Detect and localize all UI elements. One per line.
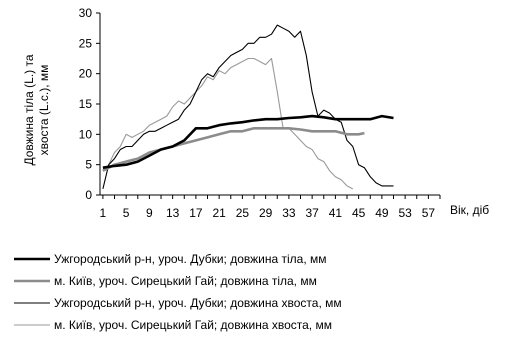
- x-tick-label: 17: [189, 206, 203, 220]
- legend-swatch: [14, 302, 50, 304]
- legend-item: м. Київ, уроч. Сирецький Гай; довжина ті…: [14, 270, 342, 292]
- legend-label: Ужгородський р-н, уроч. Дубки; довжина т…: [54, 252, 327, 266]
- legend-item: м. Київ, уроч. Сирецький Гай; довжина хв…: [14, 314, 342, 336]
- series-line-2: [102, 127, 365, 172]
- legend-label: м. Київ, уроч. Сирецький Гай; довжина ті…: [54, 274, 317, 288]
- series-lines: [102, 24, 394, 190]
- x-tick-label: 1: [100, 206, 107, 220]
- y-axis-label-line-2: хвоста (L.c.), мм: [37, 65, 51, 156]
- x-tick-label: 41: [329, 206, 343, 220]
- legend-swatch: [14, 324, 50, 326]
- x-tick-label: 49: [375, 206, 389, 220]
- legend-label: Ужгородський р-н, уроч. Дубки; довжина х…: [54, 296, 342, 310]
- x-tick-label: 53: [398, 206, 412, 220]
- x-tick-label: 5: [123, 206, 130, 220]
- x-ticks: 1 5 9 13 17 21 25 29 33 37 41 45 49 53 57: [100, 195, 441, 220]
- y-tick-label: 15: [79, 97, 93, 111]
- x-tick-label: 25: [236, 206, 250, 220]
- legend-swatch: [14, 279, 50, 283]
- y-tick-label: 30: [79, 6, 93, 20]
- x-tick-label: 13: [166, 206, 180, 220]
- x-tick-label: 29: [259, 206, 273, 220]
- series-line-1: [102, 114, 394, 169]
- x-tick-label: 33: [282, 206, 296, 220]
- y-tick-label: 5: [85, 158, 92, 172]
- y-tick-label: 25: [79, 36, 93, 50]
- y-ticks: 0 5 10 15 20 25 30: [79, 6, 100, 202]
- y-tick-label: 0: [85, 188, 92, 202]
- series-line-3: [102, 24, 394, 190]
- axes: [99, 13, 440, 196]
- x-tick-label: 21: [212, 206, 226, 220]
- legend-swatch: [14, 257, 50, 261]
- x-axis-label: Вік, діб: [450, 203, 489, 217]
- x-tick-label: 37: [305, 206, 319, 220]
- legend-label: м. Київ, уроч. Сирецький Гай; довжина хв…: [54, 318, 332, 332]
- x-tick-label: 57: [422, 206, 436, 220]
- legend: Ужгородський р-н, уроч. Дубки; довжина т…: [14, 248, 342, 336]
- legend-item: Ужгородський р-н, уроч. Дубки; довжина т…: [14, 248, 342, 270]
- x-tick-label: 45: [352, 206, 366, 220]
- y-axis-label-line-1: Довжина тіла (L.) та: [22, 54, 36, 165]
- x-tick-label: 9: [146, 206, 153, 220]
- y-tick-label: 20: [79, 67, 93, 81]
- legend-item: Ужгородський р-н, уроч. Дубки; довжина х…: [14, 292, 342, 314]
- series-line-4: [102, 57, 354, 190]
- y-tick-label: 10: [79, 127, 93, 141]
